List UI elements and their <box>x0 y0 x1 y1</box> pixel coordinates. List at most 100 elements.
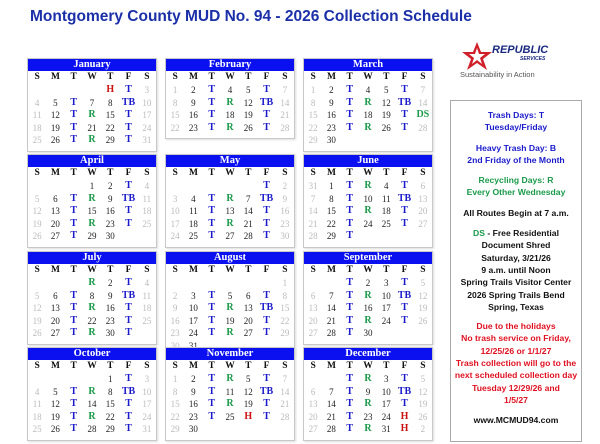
day-cell: 19 <box>243 110 253 120</box>
day-cell: 7 <box>89 97 95 108</box>
day-cell: 3 <box>144 85 150 95</box>
day-cell <box>359 230 377 243</box>
day-cell: 27 <box>418 218 428 229</box>
recycling-day: R <box>226 121 234 133</box>
day-cell: 22 <box>280 315 290 326</box>
day-cell <box>359 134 377 147</box>
month-september: September S M T W T F S T 2 3 T 5 6 7 T R 10 TB 12 13 14 T 16 17… <box>303 251 433 345</box>
recycling-day: R <box>88 327 96 338</box>
weekday-header: T <box>70 265 77 275</box>
day-cell: 13 <box>418 193 428 204</box>
day-cell <box>28 277 46 290</box>
day-cell: 21 <box>326 411 336 422</box>
weekday-header: W <box>87 168 97 178</box>
legend-line: 9 a.m. until Noon <box>481 264 551 275</box>
day-cell: 18 <box>142 206 152 216</box>
month-name: July <box>28 252 156 264</box>
weekday-header: S <box>34 361 40 371</box>
day-cell: 4 <box>227 85 233 95</box>
trash-day: T <box>70 134 78 145</box>
trash-day: T <box>263 230 270 241</box>
day-cell: 6 <box>246 290 251 301</box>
day-cell: 18 <box>32 411 42 422</box>
day-cell: 16 <box>326 110 336 120</box>
trash-day: T <box>346 180 354 191</box>
trash-day: T <box>208 84 216 95</box>
day-cell: 31 <box>308 181 318 191</box>
trash-day: T <box>263 373 270 384</box>
day-cell: 24 <box>142 122 152 133</box>
trash-day: T <box>346 217 354 229</box>
trash-day: T <box>125 314 132 326</box>
day-cell: 27 <box>243 328 253 338</box>
day-cell: 30 <box>326 135 336 145</box>
month-april: April S M T W T F S 1 2 T 4 5 6 T R 9 TB 11 12 13 T 15 16 T 18 19 2… <box>27 154 157 248</box>
weekday-header: T <box>70 72 77 82</box>
day-cell: 11 <box>142 290 152 301</box>
recycling-day: R <box>364 205 372 216</box>
day-cell: 8 <box>108 386 113 397</box>
weekday-header: S <box>310 168 316 178</box>
month-name: April <box>28 155 156 167</box>
day-cell: 18 <box>142 303 152 313</box>
day-cell: 17 <box>188 315 198 326</box>
shred-day: DS <box>416 109 430 120</box>
day-cell: 31 <box>381 424 391 434</box>
month-december: December S M T W T F S T R 3 T 5 6 7 T 9 10 TB 12 13 14 T R 17 T 1… <box>303 347 433 441</box>
trash-day: T <box>208 217 216 229</box>
day-cell: 21 <box>280 399 290 409</box>
day-cell: 14 <box>418 97 428 108</box>
legend-panel: Trash Days: T Tuesday/Friday Heavy Trash… <box>450 100 582 442</box>
day-cell: 5 <box>420 374 426 384</box>
trash-day: T <box>346 121 354 133</box>
weekday-header: F <box>401 265 408 275</box>
trash-day: T <box>346 230 354 241</box>
day-cell <box>166 180 184 193</box>
trash-day: TB <box>121 289 136 301</box>
day-cell <box>46 277 64 290</box>
trash-day: T <box>346 289 354 301</box>
day-cell: 23 <box>170 328 180 338</box>
recycling-day: R <box>364 373 372 384</box>
day-cell: 29 <box>105 424 115 434</box>
day-cell: 20 <box>243 315 253 326</box>
day-cell: 19 <box>225 315 235 326</box>
weekday-header: S <box>420 265 426 275</box>
day-cell: 11 <box>381 193 391 204</box>
day-cell: 16 <box>280 206 290 216</box>
day-cell: 5 <box>384 85 389 95</box>
day-cell: 27 <box>308 424 318 434</box>
day-cell: 12 <box>243 97 253 108</box>
legend-shred-title: DS - Free Residential <box>473 228 559 239</box>
weekday-header: F <box>125 168 132 178</box>
weekday-header: S <box>172 72 178 82</box>
trash-day: T <box>346 373 354 384</box>
day-cell <box>395 134 413 147</box>
trash-day: TB <box>397 385 412 397</box>
day-cell: 27 <box>50 328 60 338</box>
day-cell: 16 <box>188 110 198 120</box>
legend-line: 1/5/27 <box>504 394 528 405</box>
weekday-header: M <box>188 168 198 178</box>
weekday-header: T <box>245 168 252 178</box>
day-cell: 23 <box>280 218 290 229</box>
website-link[interactable]: www.MCMUD94.com <box>473 415 559 426</box>
day-cell: 5 <box>246 85 251 95</box>
day-cell: 8 <box>282 290 288 301</box>
recycling-day: R <box>88 302 96 313</box>
day-cell <box>414 134 432 147</box>
day-cell: 1 <box>89 181 95 191</box>
trash-day: T <box>70 314 78 326</box>
day-cell <box>414 327 432 340</box>
weekday-header: F <box>401 361 408 371</box>
day-cell: 28 <box>418 122 428 133</box>
day-cell: 25 <box>188 231 198 241</box>
day-cell <box>341 134 359 147</box>
day-cell: 1 <box>329 181 334 191</box>
day-cell: 4 <box>34 97 40 108</box>
weekday-header: T <box>346 361 353 371</box>
weekday-header: S <box>172 265 178 275</box>
legend-routes: All Routes Begin at 7 a.m. <box>463 207 569 218</box>
day-cell <box>46 84 64 97</box>
day-cell: 28 <box>308 231 318 241</box>
